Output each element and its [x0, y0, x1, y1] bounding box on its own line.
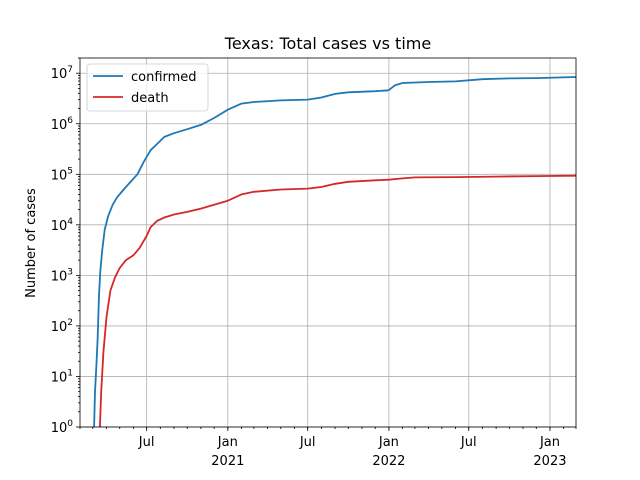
legend-label-confirmed: confirmed [131, 70, 197, 85]
x-tick-label: Jan [217, 435, 238, 450]
y-tick-label: 104 [51, 217, 74, 234]
y-tick-label: 101 [51, 368, 73, 385]
x-tick-label: Jul [138, 435, 155, 450]
y-axis-label: Number of cases [24, 188, 39, 298]
y-tick-label: 105 [51, 166, 73, 183]
x-tick-label: Jul [299, 435, 316, 450]
legend-label-death: death [131, 91, 169, 106]
x-tick-year-label: 2023 [533, 454, 566, 469]
y-tick-label: 103 [51, 267, 73, 284]
y-tick-label: 106 [51, 116, 74, 133]
x-tick-label: Jan [378, 435, 399, 450]
series-line-death [99, 174, 577, 428]
y-tick-label: 102 [51, 318, 73, 335]
y-tick-label: 107 [51, 65, 73, 82]
x-axis: Jul Jan 2021 Jul Jan 2022 Jul Jan 2023 [79, 427, 577, 469]
legend: confirmed death [86, 63, 209, 112]
series-lines [93, 76, 577, 428]
x-tick-year-label: 2021 [211, 454, 244, 469]
y-tick-label: 100 [51, 419, 74, 436]
x-tick-label: Jan [539, 435, 560, 450]
y-axis: 100 101 102 103 104 105 106 107 [51, 57, 80, 436]
x-tick-year-label: 2022 [372, 454, 405, 469]
series-line-confirmed [93, 76, 577, 428]
plot-frame [79, 57, 577, 428]
chart-title: Texas: Total cases vs time [224, 34, 431, 53]
x-tick-label: Jul [460, 435, 477, 450]
